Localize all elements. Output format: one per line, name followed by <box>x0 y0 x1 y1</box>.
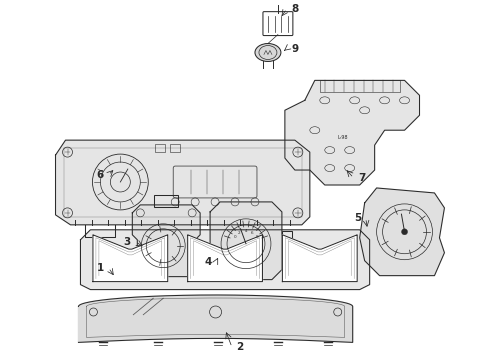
Text: 4: 4 <box>204 257 212 267</box>
Ellipse shape <box>255 44 281 62</box>
Text: 2: 2 <box>236 342 244 352</box>
Circle shape <box>401 229 408 235</box>
Bar <box>154 195 178 207</box>
Text: 7: 7 <box>358 173 366 183</box>
Text: 8: 8 <box>256 235 259 239</box>
Text: 9: 9 <box>291 44 298 54</box>
Polygon shape <box>78 295 353 342</box>
Polygon shape <box>360 188 444 276</box>
Text: 2: 2 <box>238 230 241 234</box>
Bar <box>170 144 180 152</box>
Polygon shape <box>188 235 263 282</box>
Bar <box>282 231 292 251</box>
Text: L-98: L-98 <box>338 135 348 140</box>
Polygon shape <box>55 140 310 225</box>
Text: 0: 0 <box>233 235 236 239</box>
Bar <box>320 80 399 92</box>
Polygon shape <box>210 202 282 280</box>
Text: 5: 5 <box>354 213 361 223</box>
Polygon shape <box>282 235 357 282</box>
Polygon shape <box>285 80 419 185</box>
Text: 6: 6 <box>97 170 104 180</box>
Text: 3: 3 <box>123 237 131 247</box>
Polygon shape <box>80 230 369 289</box>
Polygon shape <box>93 235 168 282</box>
Text: 8: 8 <box>291 4 298 14</box>
Text: 1: 1 <box>97 263 104 273</box>
Text: 6: 6 <box>251 230 254 234</box>
Text: 4: 4 <box>245 229 247 233</box>
Bar <box>155 144 165 152</box>
Polygon shape <box>132 205 200 276</box>
